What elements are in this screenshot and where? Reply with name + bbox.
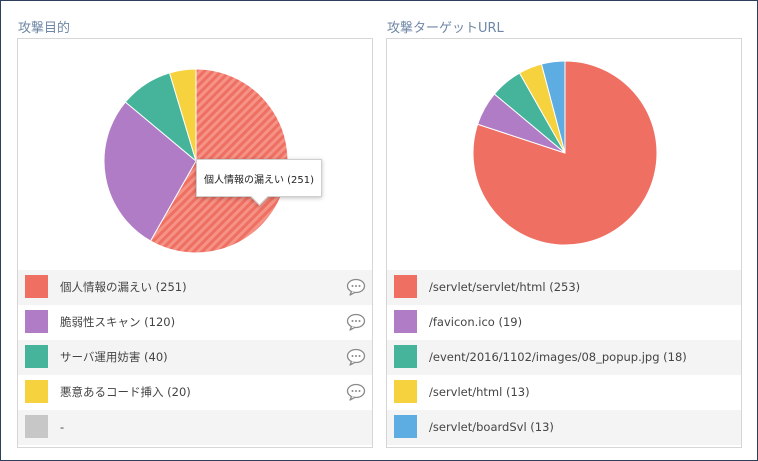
legend-item[interactable]: /servlet/boardSvl (13)	[387, 410, 741, 445]
legend-label: /servlet/html (13)	[429, 385, 530, 399]
legend-label: サーバ運用妨害 (40)	[60, 350, 168, 364]
legend-swatch	[394, 310, 417, 333]
legend-swatch	[25, 380, 48, 403]
speech-bubble-icon[interactable]	[346, 383, 366, 401]
pie-slice[interactable]	[103, 101, 197, 242]
legend-label: -	[60, 420, 65, 434]
attack-purpose-card: 個人情報の漏えい (251) 個人情報の漏えい (251) 脆弱性スキャン (12…	[17, 38, 373, 448]
attack-purpose-pie-chart[interactable]	[18, 39, 372, 270]
legend-swatch	[394, 415, 417, 438]
legend-label: /servlet/servlet/html (253)	[429, 280, 581, 294]
legend-item[interactable]: /servlet/html (13)	[387, 375, 741, 410]
legend-label: 個人情報の漏えい (251)	[60, 280, 187, 294]
legend-item[interactable]: /favicon.ico (19)	[387, 305, 741, 340]
legend-label: /favicon.ico (19)	[429, 315, 523, 329]
legend-label: /servlet/boardSvl (13)	[429, 420, 554, 434]
legend-item[interactable]: 個人情報の漏えい (251)	[18, 270, 372, 305]
speech-bubble-icon[interactable]	[346, 348, 366, 366]
legend-swatch	[25, 275, 48, 298]
speech-bubble-icon[interactable]	[346, 313, 366, 331]
legend-label: 脆弱性スキャン (120)	[60, 315, 176, 329]
legend-swatch	[25, 345, 48, 368]
legend-item[interactable]: /event/2016/1102/images/08_popup.jpg (18…	[387, 340, 741, 375]
legend-item[interactable]: -	[18, 410, 372, 445]
panel-title: 攻撃目的	[18, 21, 71, 36]
legend-item[interactable]: サーバ運用妨害 (40)	[18, 340, 372, 375]
speech-bubble-icon[interactable]	[346, 278, 366, 296]
legend-label: 悪意あるコード挿入 (20)	[60, 385, 191, 399]
legend-swatch	[25, 310, 48, 333]
attack-target-url-legend: /servlet/servlet/html (253) /favicon.ico …	[387, 270, 741, 445]
panel-title: 攻撃ターゲットURL	[387, 21, 504, 36]
legend-item[interactable]: 悪意あるコード挿入 (20)	[18, 375, 372, 410]
legend-swatch	[394, 380, 417, 403]
attack-purpose-legend: 個人情報の漏えい (251) 脆弱性スキャン (120) サーバ運用妨害 (40) 悪…	[18, 270, 372, 445]
attack-target-url-pie-chart[interactable]	[387, 39, 741, 270]
legend-label: /event/2016/1102/images/08_popup.jpg (18…	[429, 350, 687, 364]
pie-slice[interactable]	[540, 60, 566, 154]
legend-swatch	[25, 415, 48, 438]
pie-tooltip: 個人情報の漏えい (251)	[196, 159, 322, 197]
legend-item[interactable]: /servlet/servlet/html (253)	[387, 270, 741, 305]
legend-item[interactable]: 脆弱性スキャン (120)	[18, 305, 372, 340]
attack-target-url-card: /servlet/servlet/html (253) /favicon.ico …	[386, 38, 742, 448]
pie-slice[interactable]	[168, 68, 197, 162]
legend-swatch	[394, 345, 417, 368]
legend-swatch	[394, 275, 417, 298]
